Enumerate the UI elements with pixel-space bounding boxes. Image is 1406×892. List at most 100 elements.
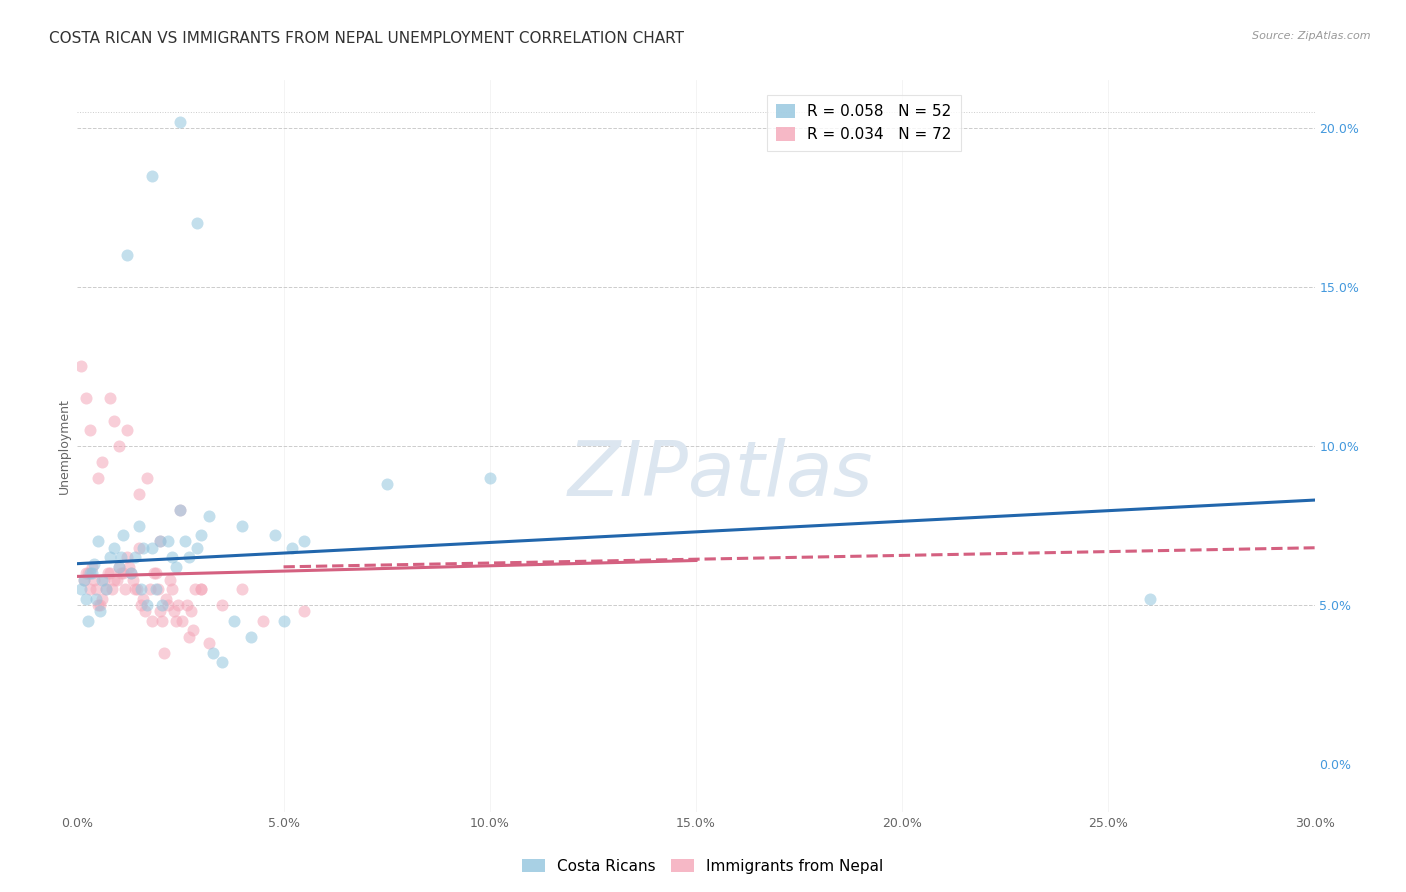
Point [110,550,132,565]
Point [75,591,97,606]
Point [181,624,204,638]
Point [115,550,138,565]
Point [105,573,128,587]
Point [150,614,173,628]
Point [83,573,105,587]
Point [93,573,115,587]
Point [177,630,200,644]
Point [129,598,152,612]
Text: ZIPatlas: ZIPatlas [568,438,873,512]
Point [115,423,138,437]
Point [87,471,110,485]
Point [114,582,136,596]
Point [169,502,191,516]
Point [167,598,190,612]
Point [128,518,150,533]
Point [103,573,125,587]
Point [375,477,398,491]
Point [160,550,183,565]
Point [478,471,501,485]
Y-axis label: Unemployment: Unemployment [58,398,70,494]
Point [231,518,253,533]
Point [169,502,191,516]
Point [1139,591,1161,606]
Point [97,566,120,581]
Point [80,559,103,574]
Point [264,528,287,542]
Point [155,591,177,606]
Point [91,455,114,469]
Point [172,614,194,628]
Point [141,614,163,628]
Point [89,604,111,618]
Point [211,598,233,612]
Point [184,582,207,596]
Point [222,614,245,628]
Point [87,598,110,612]
Point [107,439,129,453]
Point [70,359,93,374]
Point [91,591,114,606]
Point [136,598,159,612]
Point [149,604,172,618]
Point [127,582,149,596]
Point [76,566,98,581]
Point [98,550,121,565]
Point [70,582,93,596]
Point [211,655,233,669]
Point [149,534,172,549]
Point [89,598,111,612]
Point [231,582,253,596]
Point [169,114,191,128]
Point [173,534,195,549]
Point [98,566,121,581]
Point [198,636,221,650]
Point [75,392,97,406]
Point [145,566,167,581]
Point [124,550,146,565]
Point [110,566,132,581]
Point [115,248,138,262]
Point [281,541,304,555]
Point [202,646,225,660]
Point [198,508,221,523]
Point [190,582,212,596]
Point [129,582,152,596]
Text: Source: ZipAtlas.com: Source: ZipAtlas.com [1253,31,1371,41]
Point [72,573,94,587]
Legend: R = 0.058   N = 52, R = 0.034   N = 72: R = 0.058 N = 52, R = 0.034 N = 72 [768,95,960,152]
Point [186,541,208,555]
Point [141,169,163,183]
Point [120,566,142,581]
Point [292,534,315,549]
Point [84,591,107,606]
Point [87,534,110,549]
Point [138,582,160,596]
Point [146,582,169,596]
Point [79,582,101,596]
Point [159,573,181,587]
Point [128,486,150,500]
Point [107,559,129,574]
Point [111,528,134,542]
Point [141,541,163,555]
Point [124,582,146,596]
Point [96,582,118,596]
Point [107,559,129,574]
Point [157,534,180,549]
Point [145,582,167,596]
Point [101,582,124,596]
Point [118,559,141,574]
Point [190,582,212,596]
Point [176,598,198,612]
Point [84,582,107,596]
Point [149,534,172,549]
Point [142,566,165,581]
Point [180,604,202,618]
Point [132,541,155,555]
Point [83,557,105,571]
Point [252,614,274,628]
Point [91,573,114,587]
Point [136,471,159,485]
Point [98,392,121,406]
